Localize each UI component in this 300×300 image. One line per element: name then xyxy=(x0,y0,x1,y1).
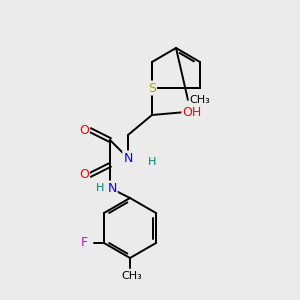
Text: CH₃: CH₃ xyxy=(122,271,142,281)
Text: N: N xyxy=(107,182,117,194)
Text: OH: OH xyxy=(182,106,202,118)
Text: O: O xyxy=(79,124,89,136)
Text: N: N xyxy=(123,152,133,164)
Text: H: H xyxy=(148,157,156,167)
Text: S: S xyxy=(148,82,156,94)
Text: H: H xyxy=(96,183,104,193)
Text: CH₃: CH₃ xyxy=(190,95,210,105)
Text: F: F xyxy=(80,236,88,250)
Text: O: O xyxy=(79,169,89,182)
